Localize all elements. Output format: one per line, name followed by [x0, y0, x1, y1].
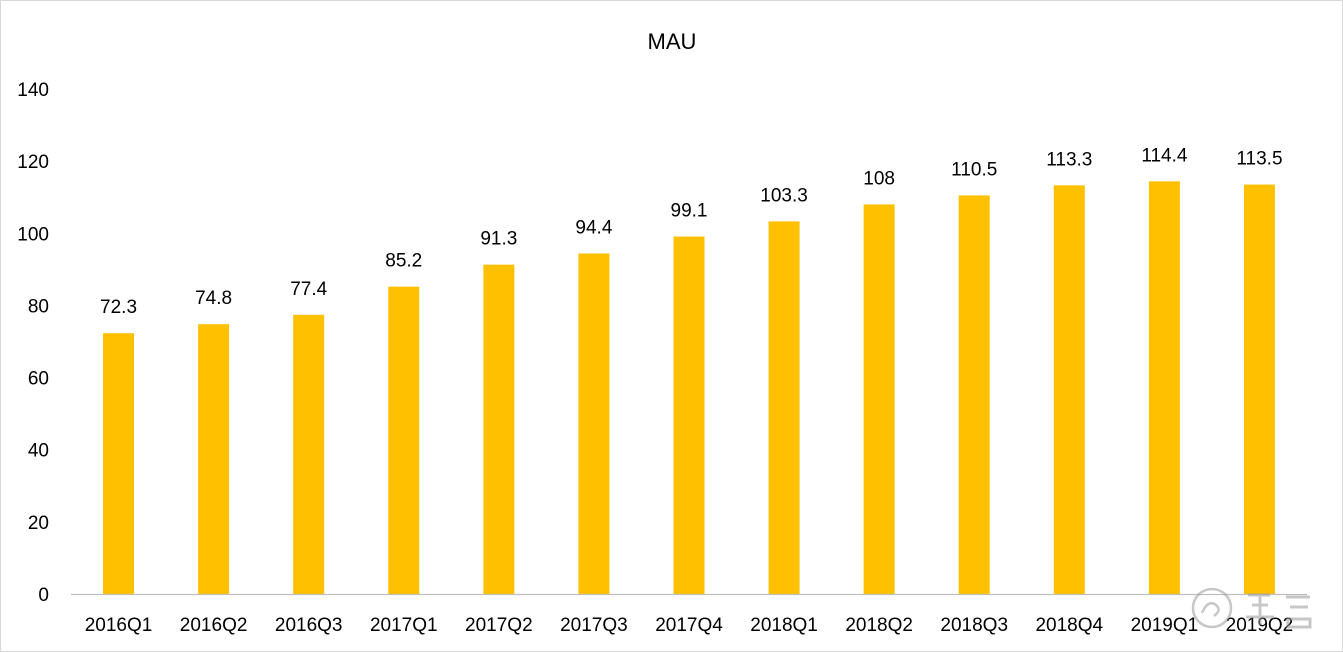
data-label: 77.4 — [290, 279, 327, 300]
data-label: 99.1 — [671, 201, 708, 222]
bar-2016Q1 — [103, 333, 135, 594]
x-tick-label: 2018Q3 — [940, 615, 1008, 636]
x-tick-label: 2017Q3 — [560, 615, 628, 636]
y-tick-label: 0 — [38, 585, 49, 606]
bar-2017Q2 — [483, 264, 515, 594]
bar-2018Q2 — [863, 204, 895, 594]
bar-2019Q1 — [1148, 181, 1180, 595]
x-tick-label: 2018Q2 — [845, 615, 913, 636]
x-tick-label: 2016Q1 — [85, 615, 153, 636]
bar-2018Q1 — [768, 221, 800, 594]
watermark-logo-icon — [1191, 587, 1312, 629]
y-tick-label: 20 — [28, 513, 49, 534]
data-labels-group: 72.3 74.8 77.4 85.2 91.3 94.4 99.1 103.3 108 110.… — [100, 145, 1282, 318]
x-tick-label: 2017Q1 — [370, 615, 438, 636]
data-label: 72.3 — [100, 297, 137, 318]
bar-2017Q3 — [578, 253, 610, 594]
bar-2016Q3 — [293, 314, 325, 594]
data-label: 110.5 — [951, 159, 997, 180]
x-tick-label: 2018Q4 — [1035, 615, 1103, 636]
data-label: 113.5 — [1236, 149, 1282, 170]
x-tick-label: 2019Q2 — [1226, 615, 1294, 636]
y-tick-label: 80 — [28, 296, 49, 317]
bar-2018Q4 — [1053, 185, 1085, 594]
chart-title: MAU — [648, 29, 697, 54]
x-axis-labels: 2016Q1 2016Q2 2016Q3 2017Q1 2017Q2 2017Q3 2017… — [85, 615, 1294, 636]
bar-2019Q2 — [1243, 184, 1275, 594]
y-tick-label: 40 — [28, 441, 49, 462]
y-tick-label: 140 — [17, 80, 49, 101]
x-tick-label: 2017Q2 — [465, 615, 533, 636]
data-label: 74.8 — [195, 288, 232, 309]
data-label: 94.4 — [575, 217, 612, 238]
data-label: 91.3 — [480, 229, 517, 250]
bar-2016Q2 — [198, 324, 230, 594]
x-tick-label: 2019Q1 — [1131, 615, 1199, 636]
y-tick-label: 100 — [17, 224, 49, 245]
data-label: 113.3 — [1046, 149, 1092, 170]
data-label: 108 — [863, 168, 895, 189]
y-axis-ticks: 0 20 40 60 80 100 120 140 — [17, 80, 49, 606]
bar-2017Q1 — [388, 286, 420, 594]
data-label: 85.2 — [385, 251, 422, 272]
bar-2017Q4 — [673, 236, 705, 594]
y-tick-label: 60 — [28, 369, 49, 390]
data-label: 103.3 — [760, 185, 808, 206]
bars-group — [103, 181, 1275, 595]
bar-2018Q3 — [958, 195, 990, 595]
data-label: 114.4 — [1141, 145, 1188, 166]
y-tick-label: 120 — [17, 152, 49, 173]
x-tick-label: 2016Q2 — [180, 615, 248, 636]
x-tick-label: 2017Q4 — [655, 615, 723, 636]
x-tick-label: 2016Q3 — [275, 615, 343, 636]
x-tick-label: 2018Q1 — [750, 615, 818, 636]
